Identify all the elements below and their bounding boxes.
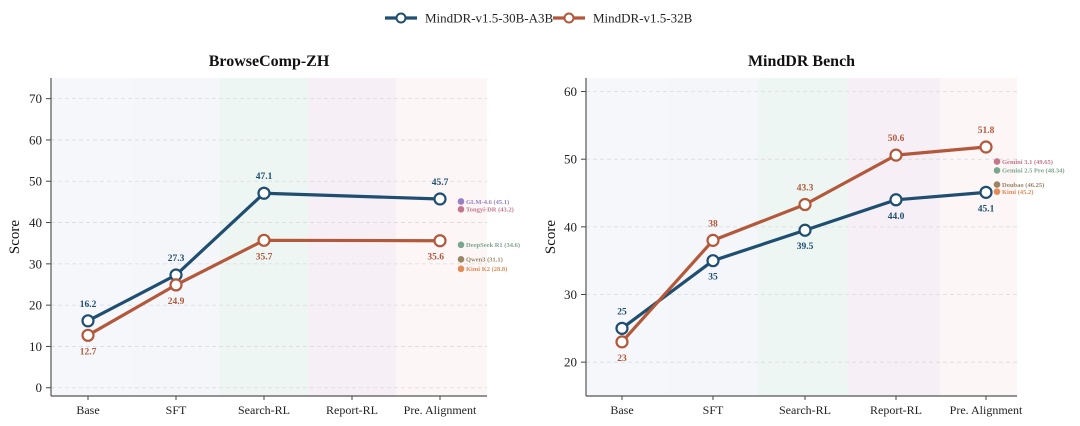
reference-marker-qwen3 [457,256,465,263]
data-label-minddr-v1-5-32b-base: 23 [617,354,627,364]
series-line-minddr-v1-5-32b [86,238,442,337]
data-point-minddr-v1-5-32b-base [615,335,629,349]
data-label-minddr-v1-5-32b-sft: 24.9 [168,297,185,307]
chart-minddr-bench: 20 30 40 50 60 Base SFT Search-RL Report-RL Pre. … [543,53,1065,417]
legend-marker-minddr-v1-5-32b [563,12,575,24]
y-tick-label-60: 60 [564,84,577,99]
data-point-minddr-v1-5-32b-base [81,328,95,342]
data-label-minddr-v1-5-32b-search-rl: 43.3 [797,184,814,194]
stage-band-pre-alignment [940,78,1017,396]
y-tick-label-40: 40 [564,219,577,234]
x-tick-label-base: Base [76,403,99,417]
data-label-minddr-v1-5-32b-search-rl: 35.7 [256,252,273,262]
y-tick-label-50: 50 [564,152,577,167]
data-point-minddr-v1-5-32b-sft [169,278,183,292]
reference-label-glm-4-6: GLM-4.6 (45.1) [466,199,509,206]
chart-title: MindDR Bench [748,53,855,70]
data-label-minddr-v1-5-30b-a3b-base: 25 [617,307,627,317]
y-tick-label-10: 10 [29,339,42,354]
x-tick-label-pre-alignment: Pre. Alignment [950,403,1023,417]
data-label-minddr-v1-5-30b-a3b-sft: 35 [708,273,718,283]
y-tick-label-20: 20 [564,355,577,370]
y-axis-title: Score [543,220,559,254]
y-tick-label-70: 70 [29,91,42,106]
reference-label-deepseek-r1: DeepSeek R1 (34.6) [466,242,520,249]
data-label-minddr-v1-5-32b-pre-alignment: 51.8 [978,126,995,136]
reference-marker-doubao [993,181,1001,188]
reference-marker-gemini-2-5-pro [993,167,1001,174]
data-label-minddr-v1-5-32b-base: 12.7 [80,347,97,357]
legend: MindDR-v1.5-30B-A3B MindDR-v1.5-32B [385,11,693,26]
x-tick-label-search-rl: Search-RL [779,403,831,417]
data-label-minddr-v1-5-30b-a3b-report-rl: 44.0 [888,212,905,222]
y-tick-label-60: 60 [29,132,42,147]
y-tick-label-0: 0 [36,380,43,395]
y-tick-label-40: 40 [29,215,42,230]
data-point-minddr-v1-5-32b-sft [706,233,720,247]
reference-label-qwen3: Qwen3 (31.1) [466,257,503,264]
y-tick-label-20: 20 [29,298,42,313]
data-label-minddr-v1-5-32b-sft: 38 [708,219,718,229]
y-tick-label-30: 30 [564,287,577,302]
reference-label-tongyi-dr: Tongyi-DR (43.2) [466,207,514,214]
reference-label-gemini-3-1: Gemini 3.1 (49.65) [1002,159,1053,166]
reference-marker-glm-4-6 [457,198,465,205]
stage-band-sft [132,78,220,396]
x-tick-label-report-rl: Report-RL [870,403,922,417]
chart-browsecomp-zh: 0 10 20 30 40 50 60 70 Base SFT Search-RL Report-RL… [7,53,520,417]
data-point-minddr-v1-5-32b-pre-alignment [433,234,447,248]
reference-marker-kimi [993,188,1001,195]
reference-label-gemini-2-5-pro: Gemini 2.5 Pro (48.34) [1002,168,1065,175]
data-point-minddr-v1-5-30b-a3b-pre-alignment [979,185,993,199]
data-label-minddr-v1-5-30b-a3b-base: 16.2 [80,300,97,310]
data-point-minddr-v1-5-30b-a3b-pre-alignment [433,192,447,206]
reference-label-doubao: Doubao (46.25) [1002,182,1044,189]
y-tick-label-50: 50 [29,174,42,189]
data-label-minddr-v1-5-30b-a3b-sft: 27.3 [168,254,185,264]
reference-marker-tongyi-dr [457,206,465,213]
stage-band-search-rl [758,78,848,396]
data-point-minddr-v1-5-30b-a3b-search-rl [798,223,812,237]
legend-label-minddr-v1-5-30b-a3b: MindDR-v1.5-30B-A3B [425,11,554,26]
series-line-minddr-v1-5-30b-a3b [86,191,442,323]
data-label-minddr-v1-5-30b-a3b-pre-alignment: 45.1 [978,204,995,214]
stage-band-base [51,78,132,396]
x-tick-label-report-rl: Report-RL [326,403,378,417]
data-label-minddr-v1-5-32b-pre-alignment: 35.6 [427,253,444,263]
y-axis-title: Score [7,220,23,254]
data-point-minddr-v1-5-32b-search-rl [257,233,271,247]
x-tick-label-base: Base [610,403,633,417]
x-tick-label-sft: SFT [166,403,187,417]
data-point-minddr-v1-5-30b-a3b-base [615,321,629,335]
reference-label-kimi: Kimi (45.2) [1002,189,1033,196]
data-point-minddr-v1-5-30b-a3b-base [81,314,95,328]
data-point-minddr-v1-5-32b-report-rl [889,148,903,162]
data-label-minddr-v1-5-32b-report-rl: 50.6 [888,134,905,144]
stage-band-report-rl [308,78,396,396]
data-label-minddr-v1-5-30b-a3b-pre-alignment: 45.7 [432,178,449,188]
reference-marker-gemini-3-1 [993,158,1001,165]
stage-band-report-rl [848,78,940,396]
legend-marker-minddr-v1-5-30b-a3b [395,12,407,24]
x-tick-label-sft: SFT [703,403,724,417]
legend-label-minddr-v1-5-32b: MindDR-v1.5-32B [593,11,693,26]
data-label-minddr-v1-5-30b-a3b-search-rl: 39.5 [797,242,814,252]
data-point-minddr-v1-5-30b-a3b-report-rl [889,193,903,207]
reference-marker-kimi-k2 [457,265,465,273]
data-point-minddr-v1-5-32b-search-rl [798,197,812,212]
stage-band-base [586,78,667,396]
data-label-minddr-v1-5-30b-a3b-search-rl: 47.1 [256,172,273,182]
reference-marker-deepseek-r1 [457,241,465,249]
data-point-minddr-v1-5-30b-a3b-search-rl [257,186,271,200]
data-point-minddr-v1-5-30b-a3b-sft [706,254,720,268]
x-tick-label-pre-alignment: Pre. Alignment [404,403,477,417]
data-point-minddr-v1-5-32b-pre-alignment [979,140,993,154]
y-tick-label-30: 30 [29,256,42,271]
chart-title: BrowseComp-ZH [209,53,330,70]
x-tick-label-search-rl: Search-RL [238,403,290,417]
reference-label-kimi-k2: Kimi K2 (28.8) [466,266,507,273]
